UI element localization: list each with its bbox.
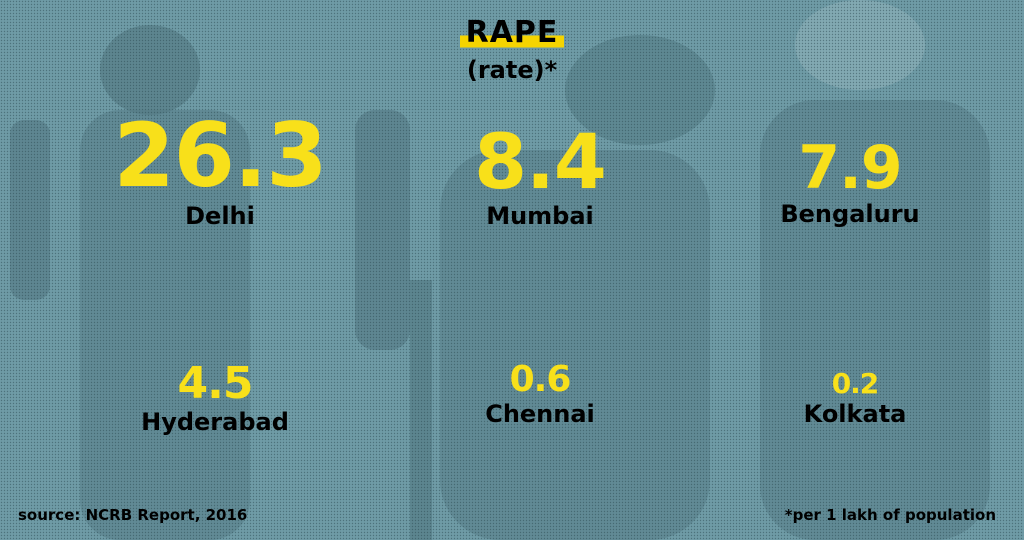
stat-delhi: 26.3 Delhi (105, 104, 335, 230)
stat-mumbai: 8.4 Mumbai (430, 117, 650, 230)
stat-value: 8.4 (474, 117, 607, 206)
stat-value: 4.5 (177, 358, 254, 409)
stat-city: Kolkata (803, 400, 907, 428)
stat-city: Mumbai (486, 202, 594, 230)
stat-value: 0.2 (831, 367, 880, 400)
chart-subtitle: (rate)* (466, 56, 558, 84)
stat-chennai: 0.6 Chennai (445, 359, 635, 428)
source-note: source: NCRB Report, 2016 (18, 506, 248, 524)
stat-value: 7.9 (798, 133, 902, 203)
title-container: RAPE (0, 16, 1024, 50)
stat-value: 0.6 (509, 359, 572, 400)
stat-hyderabad: 4.5 Hyderabad (115, 358, 315, 436)
stat-city: Delhi (185, 202, 255, 230)
stat-bengaluru: 7.9 Bengaluru (750, 138, 950, 226)
stat-city: Bengaluru (780, 200, 920, 228)
stat-city: Hyderabad (141, 408, 289, 436)
stat-city: Chennai (485, 400, 595, 428)
stat-value: 26.3 (113, 104, 327, 207)
footnote: *per 1 lakh of population (784, 506, 996, 524)
stat-kolkata: 0.2 Kolkata (760, 367, 950, 428)
chart-title: RAPE (459, 16, 565, 50)
